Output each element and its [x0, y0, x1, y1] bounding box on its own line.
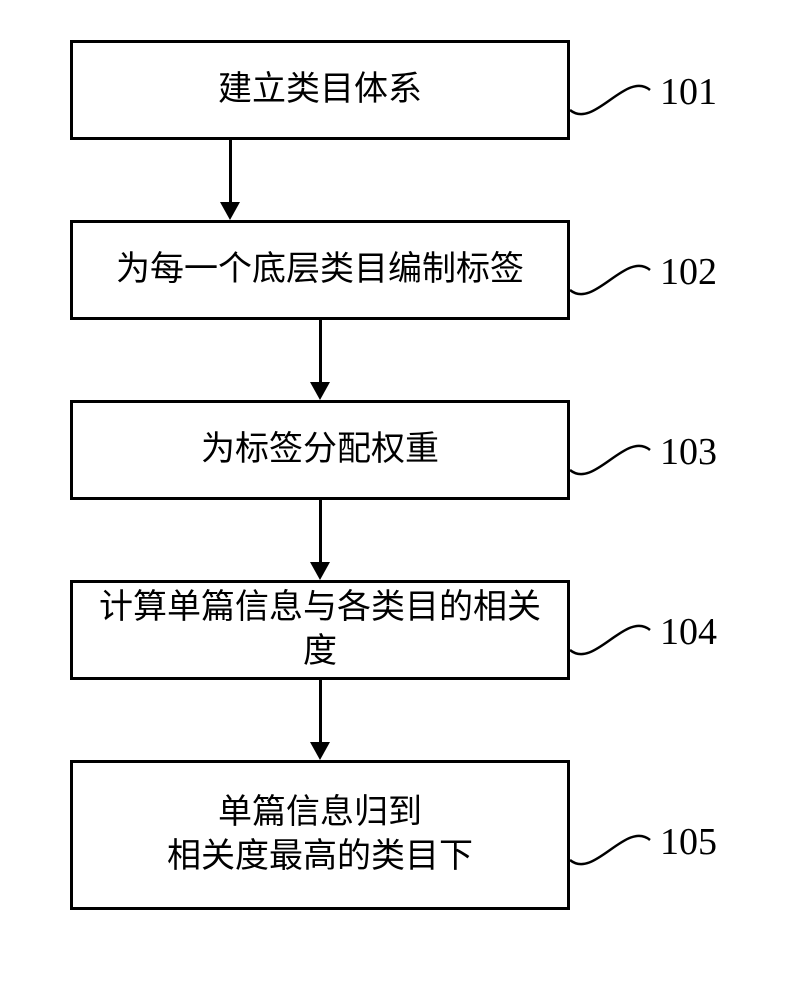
- flow-node-n5: 单篇信息归到相关度最高的类目下: [70, 760, 570, 910]
- flow-node-n2: 为每一个底层类目编制标签: [70, 220, 570, 320]
- leader-curve-1: [560, 60, 660, 140]
- arrow-head-2: [310, 382, 330, 400]
- step-label-l1: 101: [660, 70, 717, 114]
- arrow-line-4: [319, 680, 322, 742]
- arrow-head-4: [310, 742, 330, 760]
- leader-curve-3: [560, 420, 660, 500]
- flow-node-n4: 计算单篇信息与各类目的相关度: [70, 580, 570, 680]
- flow-node-text: 为每一个底层类目编制标签: [83, 248, 557, 292]
- arrow-line-1: [229, 140, 232, 202]
- arrow-line-3: [319, 500, 322, 562]
- step-label-l4: 104: [660, 610, 717, 654]
- flow-node-text: 计算单篇信息与各类目的相关度: [83, 586, 557, 674]
- leader-curve-2: [560, 240, 660, 320]
- flow-node-text: 为标签分配权重: [83, 428, 557, 472]
- leader-curve-4: [560, 600, 660, 680]
- step-label-l2: 102: [660, 250, 717, 294]
- arrow-head-1: [220, 202, 240, 220]
- flow-node-n1: 建立类目体系: [70, 40, 570, 140]
- arrow-line-2: [319, 320, 322, 382]
- leader-curve-5: [560, 810, 660, 890]
- arrow-head-3: [310, 562, 330, 580]
- step-label-l5: 105: [660, 820, 717, 864]
- step-label-l3: 103: [660, 430, 717, 474]
- flow-node-text: 建立类目体系: [83, 68, 557, 112]
- flow-node-n3: 为标签分配权重: [70, 400, 570, 500]
- flow-node-text: 单篇信息归到相关度最高的类目下: [83, 791, 557, 879]
